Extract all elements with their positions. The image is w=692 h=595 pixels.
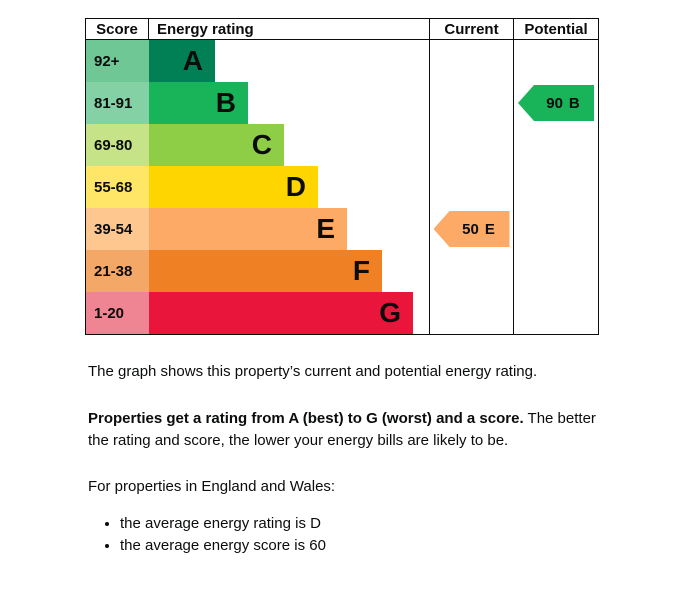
graph-intro-text: The graph shows this property’s current … [88, 363, 538, 380]
header-potential: Potential [513, 19, 598, 39]
current-cell-d [429, 166, 513, 208]
band-letter-d: D [285, 171, 306, 202]
band-bar-area-b: B [149, 82, 429, 124]
band-score-b: 81-91 [86, 82, 149, 124]
band-bar-area-d: D [149, 166, 429, 208]
band-bar-f: F [149, 250, 382, 292]
potential-cell-e [513, 208, 598, 250]
potential-score: 90 [546, 94, 563, 112]
band-bar-area-g: G [149, 292, 429, 334]
band-letter-a: A [182, 45, 203, 76]
current-cell-f [429, 250, 513, 292]
band-bar-c: C [149, 124, 284, 166]
band-bar-b: B [149, 82, 248, 124]
potential-rating-arrow: 90 B [518, 85, 594, 121]
current-cell-g [429, 292, 513, 334]
band-row-a: 92+ A [86, 40, 598, 82]
band-row-f: 21-38 F [86, 250, 598, 292]
band-letter-f: F [352, 255, 370, 286]
bullet-item: the average energy score is 60 [120, 535, 604, 557]
rating-explanation: Properties get a rating from A (best) to… [88, 408, 604, 452]
band-score-a: 92+ [86, 40, 149, 82]
potential-cell-d [513, 166, 598, 208]
current-cell-e: 50 E [429, 208, 513, 250]
band-score-e: 39-54 [86, 208, 149, 250]
bullet-item: the average energy rating is D [120, 513, 604, 535]
band-bar-d: D [149, 166, 318, 208]
potential-cell-b: 90 B [513, 82, 598, 124]
energy-rating-chart: Score Energy rating Current Potential 92… [85, 18, 599, 335]
band-score-f: 21-38 [86, 250, 149, 292]
band-bar-g: G [149, 292, 413, 334]
band-bar-area-a: A [149, 40, 429, 82]
band-bar-area-e: E [149, 208, 429, 250]
current-rating-arrow: 50 E [433, 211, 510, 247]
england-wales-text: For properties in England and Wales: [88, 478, 336, 495]
potential-cell-c [513, 124, 598, 166]
band-score-g: 1-20 [86, 292, 149, 334]
band-bar-e: E [149, 208, 347, 250]
header-current: Current [429, 19, 513, 39]
potential-cell-g [513, 292, 598, 334]
band-letter-g: G [379, 297, 401, 328]
potential-letter: B [568, 94, 580, 112]
band-bar-area-c: C [149, 124, 429, 166]
band-row-b: 81-91 B 90 B [86, 82, 598, 124]
potential-cell-a [513, 40, 598, 82]
rating-explanation-bold: Properties get a rating from A (best) to… [88, 410, 524, 427]
averages-list: the average energy rating is D the avera… [88, 513, 604, 557]
band-row-c: 69-80 C [86, 124, 598, 166]
header-score: Score [86, 19, 149, 39]
band-row-e: 39-54 E 50 E [86, 208, 598, 250]
current-score: 50 [462, 220, 479, 238]
current-cell-c [429, 124, 513, 166]
band-score-d: 55-68 [86, 166, 149, 208]
band-row-g: 1-20 G [86, 292, 598, 334]
current-cell-b [429, 82, 513, 124]
band-letter-b: B [215, 87, 236, 118]
chart-header-row: Score Energy rating Current Potential [86, 19, 598, 40]
band-bar-a: A [149, 40, 215, 82]
potential-cell-f [513, 250, 598, 292]
current-cell-a [429, 40, 513, 82]
band-row-d: 55-68 D [86, 166, 598, 208]
band-bar-area-f: F [149, 250, 429, 292]
band-score-c: 69-80 [86, 124, 149, 166]
description-text: The graph shows this property’s current … [88, 361, 604, 557]
current-letter: E [484, 220, 495, 238]
rating-explanation-rest: The better the rating and score, the low… [88, 410, 596, 449]
band-letter-e: E [316, 213, 335, 244]
header-energy-rating: Energy rating [157, 20, 254, 38]
band-letter-c: C [251, 129, 272, 160]
